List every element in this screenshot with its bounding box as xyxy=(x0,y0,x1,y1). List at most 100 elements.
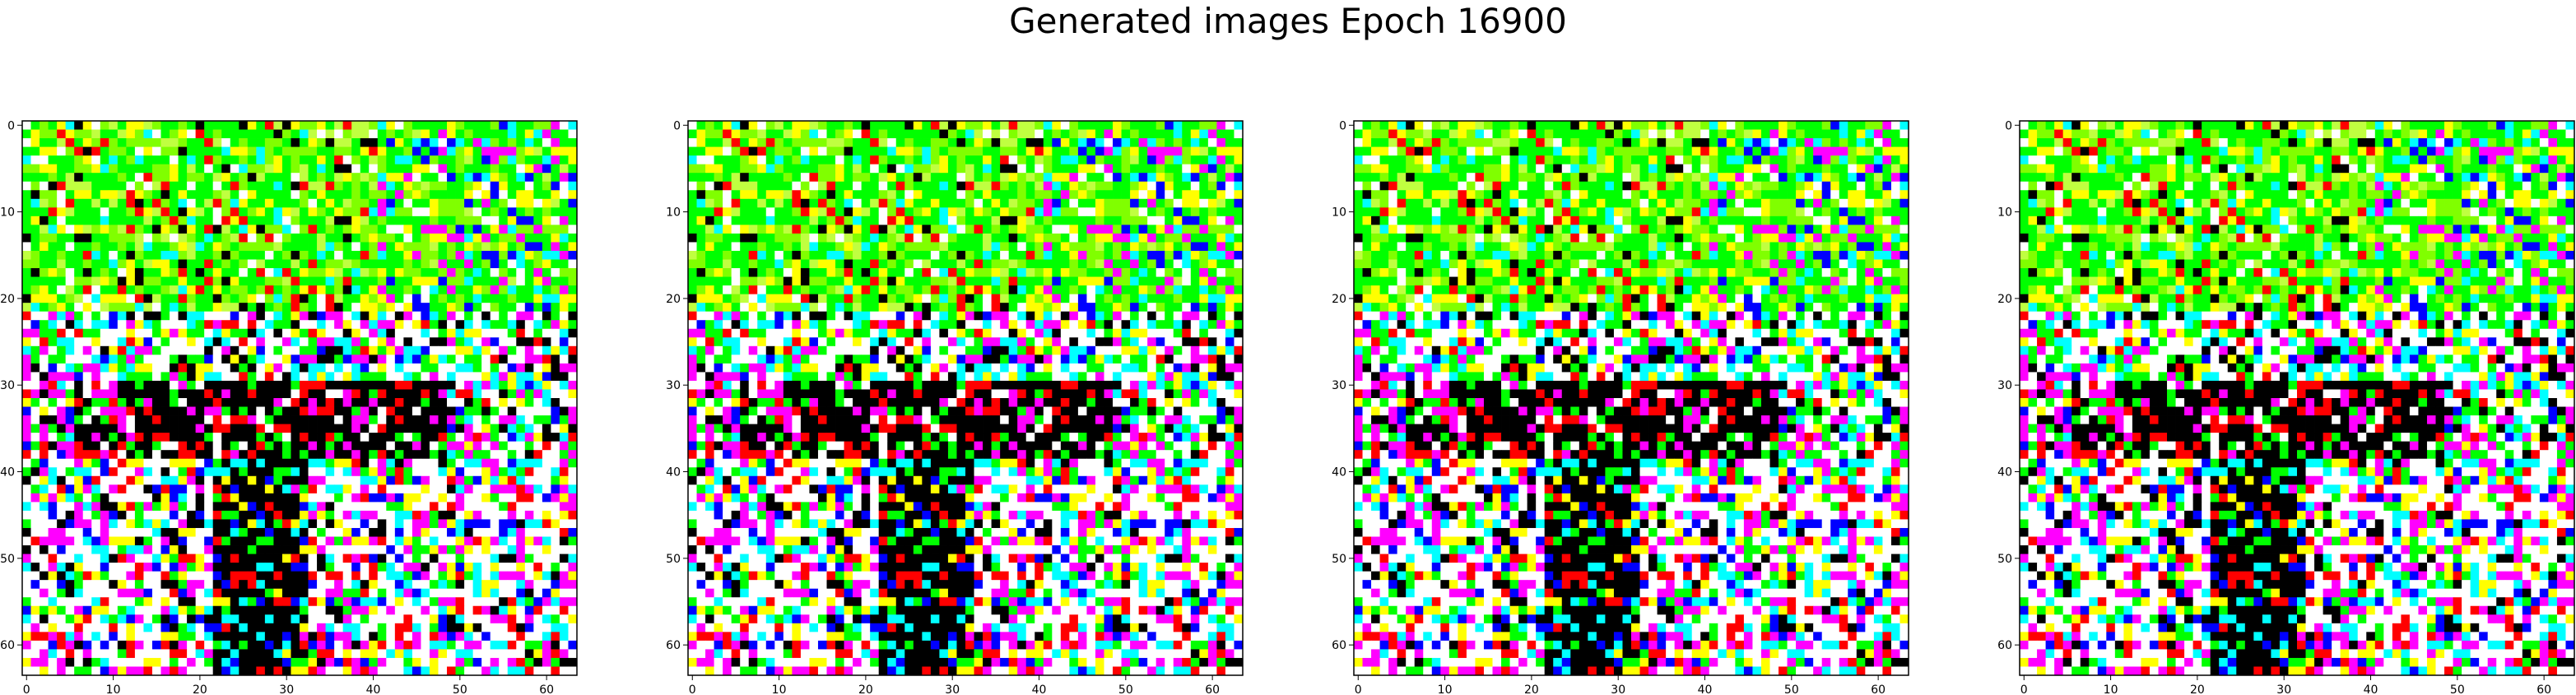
pixel xyxy=(412,129,421,139)
pixel xyxy=(160,597,170,607)
pixel xyxy=(65,215,75,225)
pixel xyxy=(117,372,127,382)
pixel xyxy=(230,527,239,537)
pixel xyxy=(273,571,283,581)
pixel xyxy=(317,173,326,183)
pixel xyxy=(334,484,344,494)
pixel xyxy=(705,164,714,174)
pixel xyxy=(308,250,318,260)
pixel xyxy=(143,415,153,424)
pixel xyxy=(264,580,274,590)
pixel xyxy=(394,190,404,200)
pixel xyxy=(117,580,127,590)
pixel xyxy=(774,129,784,139)
pixel xyxy=(91,632,101,642)
pixel xyxy=(455,303,465,313)
pixel xyxy=(160,527,170,537)
pixel xyxy=(499,519,509,529)
pixel xyxy=(221,605,231,615)
pixel xyxy=(360,345,370,355)
pixel xyxy=(809,164,819,174)
pixel xyxy=(360,285,370,295)
pixel xyxy=(878,138,888,147)
pixel xyxy=(281,545,291,554)
pixel xyxy=(1025,146,1035,156)
pixel xyxy=(178,554,188,563)
pixel xyxy=(835,138,844,147)
pixel xyxy=(421,121,430,130)
pixel xyxy=(195,640,205,650)
pixel xyxy=(1199,207,1209,217)
pixel xyxy=(74,475,84,485)
pixel xyxy=(57,554,67,563)
pixel xyxy=(40,138,49,147)
pixel xyxy=(740,155,750,165)
pixel xyxy=(360,441,370,451)
pixel xyxy=(369,233,379,243)
pixel xyxy=(507,623,517,632)
pixel xyxy=(143,666,153,676)
pixel xyxy=(861,207,871,217)
pixel xyxy=(1043,121,1053,130)
pixel xyxy=(195,328,205,338)
pixel xyxy=(551,164,560,174)
pixel xyxy=(464,198,474,208)
pixel xyxy=(438,138,448,147)
pixel xyxy=(568,294,578,303)
pixel xyxy=(913,225,923,234)
pixel xyxy=(1104,155,1114,165)
pixel xyxy=(342,380,352,390)
pixel xyxy=(507,242,517,252)
pixel xyxy=(334,571,344,581)
pixel xyxy=(939,173,949,183)
pixel xyxy=(853,164,863,174)
pixel xyxy=(91,354,101,364)
pixel xyxy=(281,129,291,139)
pixel xyxy=(377,588,387,598)
pixel xyxy=(542,433,551,442)
pixel xyxy=(542,225,551,234)
pixel xyxy=(499,190,509,200)
pixel xyxy=(40,571,49,581)
pixel xyxy=(568,363,578,373)
pixel xyxy=(134,328,144,338)
pixel xyxy=(126,657,136,667)
pixel xyxy=(74,215,84,225)
pixel xyxy=(264,484,274,494)
pixel xyxy=(308,328,318,338)
pixel xyxy=(524,554,534,563)
pixel xyxy=(455,605,465,615)
pixel xyxy=(195,233,205,243)
pixel xyxy=(455,649,465,659)
pixel xyxy=(187,268,197,277)
pixel xyxy=(369,276,379,286)
pixel xyxy=(151,363,161,373)
pixel xyxy=(1086,181,1096,191)
pixel xyxy=(334,536,344,546)
pixel xyxy=(100,207,109,217)
pixel xyxy=(369,337,379,347)
pixel xyxy=(317,666,326,676)
pixel xyxy=(264,605,274,615)
pixel xyxy=(239,657,249,667)
pixel xyxy=(22,173,31,183)
pixel xyxy=(134,372,144,382)
pixel xyxy=(239,198,249,208)
pixel xyxy=(117,155,127,165)
pixel xyxy=(1052,190,1062,200)
pixel xyxy=(403,475,413,485)
pixel xyxy=(40,285,49,295)
pixel xyxy=(507,554,517,563)
pixel xyxy=(878,207,888,217)
pixel xyxy=(281,164,291,174)
pixel xyxy=(204,198,214,208)
pixel xyxy=(1225,215,1235,225)
pixel xyxy=(559,666,569,676)
pixel xyxy=(542,173,551,183)
pixel xyxy=(74,354,84,364)
pixel xyxy=(117,294,127,303)
pixel xyxy=(291,173,300,183)
pixel xyxy=(187,259,197,269)
pixel xyxy=(30,519,40,529)
pixel xyxy=(516,285,526,295)
